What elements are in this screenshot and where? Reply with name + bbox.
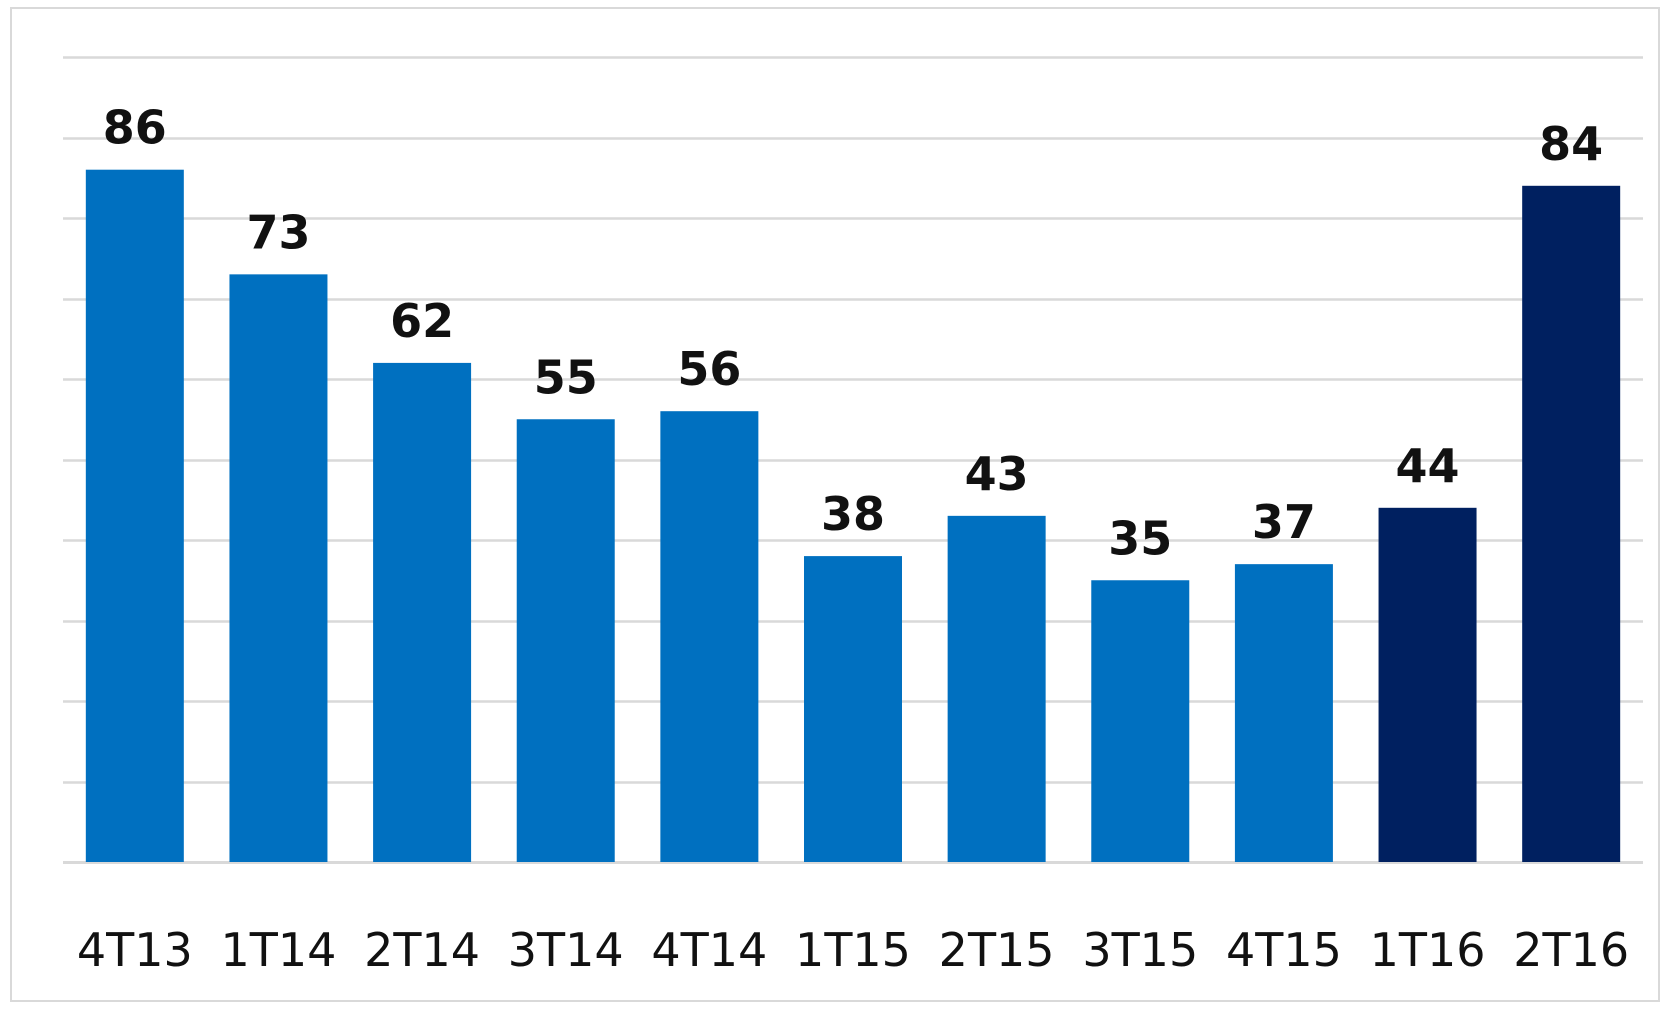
x-tick-label-2T14: 2T14 — [364, 923, 480, 977]
x-tick-label-3T14: 3T14 — [508, 923, 624, 977]
x-tick-label-4T14: 4T14 — [651, 923, 767, 977]
x-axis-tick-labels: 4T13 1T14 2T14 3T14 4T14 1T15 2T15 3T15 4T15 1T16… — [77, 923, 1629, 977]
data-label-2T14: 62 — [390, 294, 454, 348]
x-tick-label-4T15: 4T15 — [1226, 923, 1342, 977]
data-label-1T16: 44 — [1396, 439, 1460, 493]
bar-4T14 — [660, 411, 759, 862]
x-tick-label-1T15: 1T15 — [795, 923, 911, 977]
bar-3T14 — [516, 419, 615, 862]
x-tick-label-3T15: 3T15 — [1082, 923, 1198, 977]
data-label-2T16: 84 — [1539, 117, 1603, 171]
bar-1T15 — [804, 556, 902, 862]
data-label-3T15: 35 — [1108, 511, 1172, 565]
x-tick-label-1T16: 1T16 — [1370, 923, 1486, 977]
bar-2T15 — [947, 515, 1046, 862]
x-tick-label-4T13: 4T13 — [77, 923, 193, 977]
data-label-1T14: 73 — [246, 205, 310, 259]
bar-1T16 — [1378, 507, 1477, 862]
bar-4T15 — [1234, 564, 1333, 862]
data-label-2T15: 43 — [965, 447, 1029, 501]
bar-2T14 — [373, 362, 472, 862]
data-label-1T15: 38 — [821, 487, 885, 541]
data-label-4T13: 86 — [103, 101, 167, 155]
data-label-3T14: 55 — [534, 350, 598, 404]
bar-3T15 — [1091, 580, 1190, 862]
data-label-4T15: 37 — [1252, 495, 1316, 549]
x-tick-label-1T14: 1T14 — [221, 923, 337, 977]
bars — [85, 169, 1621, 863]
x-tick-label-2T15: 2T15 — [939, 923, 1055, 977]
bar-4T13 — [85, 169, 184, 862]
bar-2T16 — [1522, 185, 1621, 863]
x-tick-label-2T16: 2T16 — [1513, 923, 1629, 977]
bar-1T14 — [229, 274, 328, 863]
value-labels: 86 73 62 55 56 38 43 35 37 44 84 — [103, 101, 1603, 566]
data-label-4T14: 56 — [677, 342, 741, 396]
